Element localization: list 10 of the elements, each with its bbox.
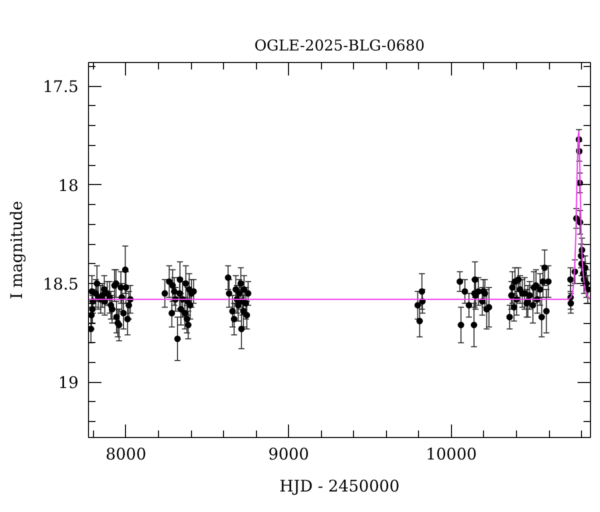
y-tick-label: 19 <box>58 373 78 392</box>
x-tick-label: 10000 <box>426 444 477 464</box>
y-tick-label: 18 <box>58 176 78 195</box>
x-tick-label: 9000 <box>268 444 310 464</box>
y-tick-label: 17.5 <box>42 77 78 96</box>
x-tick-label: 8000 <box>106 444 146 464</box>
x-axis-title: HJD - 2450000 <box>279 476 400 496</box>
y-axis-title: I magnitude <box>6 200 26 300</box>
chart-title: OGLE-2025-BLG-0680 <box>254 36 425 54</box>
y-tick-label: 18.5 <box>42 274 78 294</box>
